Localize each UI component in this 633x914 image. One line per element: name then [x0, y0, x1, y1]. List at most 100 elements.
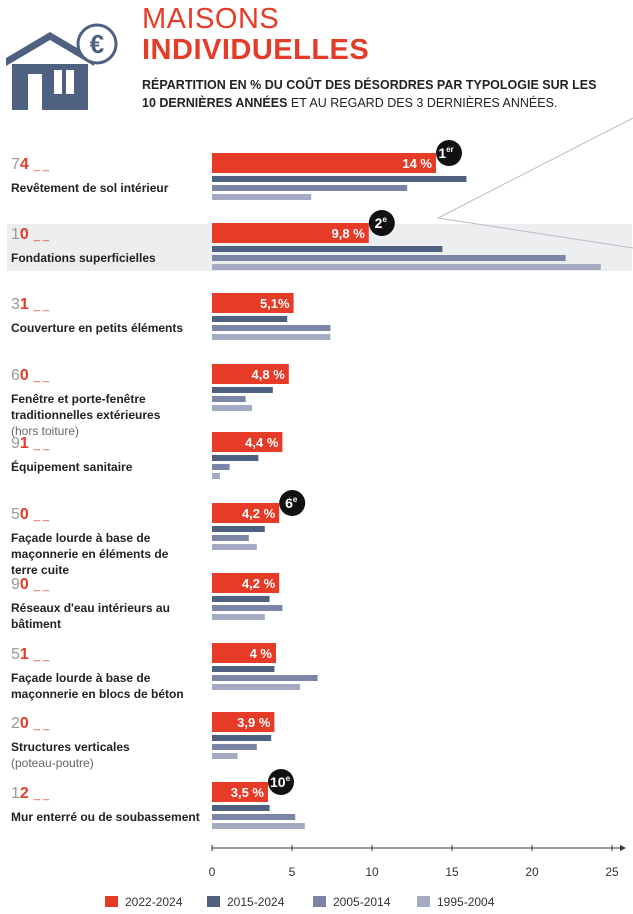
category-code: 60 _ _ [11, 367, 50, 384]
chart-legend: 2022-2024 2015-2024 2005-2014 1995-2004 [0, 895, 633, 913]
bar-1995-2004-60 [212, 405, 252, 411]
x-tick-label: 15 [445, 865, 459, 879]
bar-value-label: 4,2 % [242, 576, 276, 591]
bar-2005-2014-90 [212, 605, 283, 611]
legend-label: 1995-2004 [437, 895, 495, 909]
rank-badge-label: 2e [375, 215, 388, 231]
rank-number: 2 [375, 215, 383, 231]
rank-badge-label: 1er [438, 145, 453, 161]
code-digit-1: 5 [11, 646, 20, 663]
code-dashes: _ _ [33, 580, 50, 592]
code-dashes: _ _ [33, 510, 50, 522]
bar-value-label: 4,2 % [242, 506, 276, 521]
category-note: (hors toiture) [11, 424, 79, 438]
code-digit-1: 1 [11, 226, 20, 243]
bar-1995-2004-31 [212, 334, 331, 340]
category-code: 31 _ _ [11, 296, 50, 313]
bar-2015-2024-90 [212, 596, 270, 602]
rank-suffix: e [382, 215, 387, 224]
category-label: maçonnerie en éléments de [11, 547, 169, 561]
category-code: 10 _ _ [11, 226, 50, 243]
bar-value-label: 14 % [402, 156, 432, 171]
code-digit-2: 0 [20, 367, 29, 384]
svg-text:€: € [90, 29, 104, 59]
code-digit-1: 3 [11, 296, 20, 313]
code-dashes: _ _ [33, 650, 50, 662]
legend-swatch [207, 896, 220, 907]
bar-value-label: 9,8 % [332, 226, 366, 241]
category-label: terre cuite [11, 563, 69, 577]
category-label: Réseaux d'eau intérieurs au [11, 601, 170, 615]
code-dashes: _ _ [33, 300, 50, 312]
code-digit-2: 0 [20, 506, 29, 523]
code-digit-1: 5 [11, 506, 20, 523]
rank-badge-label: 10e [270, 774, 291, 790]
bar-2022-2024-91 [212, 432, 283, 452]
code-digit-2: 2 [20, 785, 29, 802]
rank-suffix: er [446, 145, 454, 154]
category-label: Façade lourde à base de [11, 531, 151, 545]
bar-2005-2014-20 [212, 744, 257, 750]
x-tick-label: 10 [365, 865, 379, 879]
bar-2005-2014-12 [212, 814, 296, 820]
bar-2005-2014-60 [212, 396, 246, 402]
subtitle-normal: ET AU REGARD DES 3 DERNIÈRES ANNÉES. [287, 96, 558, 110]
bar-value-label: 4,4 % [245, 435, 279, 450]
category-label: Équipement sanitaire [11, 459, 133, 474]
x-tick-label: 20 [525, 865, 539, 879]
legend-item-2015-2024: 2015-2024 [207, 895, 284, 909]
category-label: Revêtement de sol intérieur [11, 181, 169, 195]
code-dashes: _ _ [33, 719, 50, 731]
subtitle-bold: RÉPARTITION EN % DU COÛT DES DÉSORDRES P… [142, 78, 597, 110]
rank-badge [279, 490, 306, 516]
category-label: maçonnerie en blocs de béton [11, 687, 184, 701]
category-label: Fenêtre et porte-fenêtre [11, 392, 146, 406]
category-code: 50 _ _ [11, 506, 50, 523]
bar-2015-2024-12 [212, 805, 270, 811]
bar-1995-2004-51 [212, 684, 300, 690]
page-title-line2: INDIVIDUELLES [142, 34, 370, 66]
rank-number: 1 [438, 145, 446, 161]
code-digit-2: 1 [20, 646, 29, 663]
bar-2015-2024-10 [212, 246, 443, 252]
category-code: 90 _ _ [11, 576, 50, 593]
category-code: 51 _ _ [11, 646, 50, 663]
bar-2005-2014-74 [212, 185, 408, 191]
rank-badge [436, 140, 462, 166]
x-tick-label: 0 [209, 865, 216, 879]
bar-value-label: 4,8 % [252, 367, 286, 382]
bar-2022-2024-20 [212, 712, 275, 732]
bar-2015-2024-51 [212, 666, 275, 672]
bar-1995-2004-20 [212, 753, 238, 759]
category-note: (poteau-poutre) [11, 756, 94, 770]
code-dashes: _ _ [33, 230, 50, 242]
legend-label: 2015-2024 [227, 895, 285, 909]
bar-2015-2024-74 [212, 176, 467, 182]
rank-number: 10 [270, 774, 286, 790]
x-tick-label: 25 [605, 865, 619, 879]
legend-swatch [417, 896, 430, 907]
bar-2005-2014-10 [212, 255, 566, 261]
callout-line [436, 117, 633, 249]
code-digit-1: 9 [11, 435, 20, 452]
chart-subtitle: RÉPARTITION EN % DU COÛT DES DÉSORDRES P… [142, 76, 612, 112]
bar-1995-2004-90 [212, 614, 265, 620]
page-title-line1: MAISONS [142, 3, 280, 35]
category-code: 12 _ _ [11, 785, 50, 802]
code-digit-1: 2 [11, 715, 20, 732]
bar-value-label: 5,1% [260, 296, 290, 311]
legend-label: 2005-2014 [333, 895, 391, 909]
bar-value-label: 4 % [250, 646, 273, 661]
bar-value-label: 3,9 % [237, 715, 271, 730]
rank-number: 6 [285, 495, 293, 511]
code-digit-2: 4 [20, 156, 29, 173]
code-dashes: _ _ [33, 371, 50, 383]
category-label: Mur enterré ou de soubassement [11, 810, 200, 824]
legend-swatch [105, 896, 118, 907]
code-digit-1: 7 [11, 156, 20, 173]
category-label: traditionnelles extérieures [11, 408, 161, 422]
category-label: bâtiment [11, 617, 61, 631]
legend-item-1995-2004: 1995-2004 [417, 895, 494, 909]
bar-2015-2024-31 [212, 316, 288, 322]
